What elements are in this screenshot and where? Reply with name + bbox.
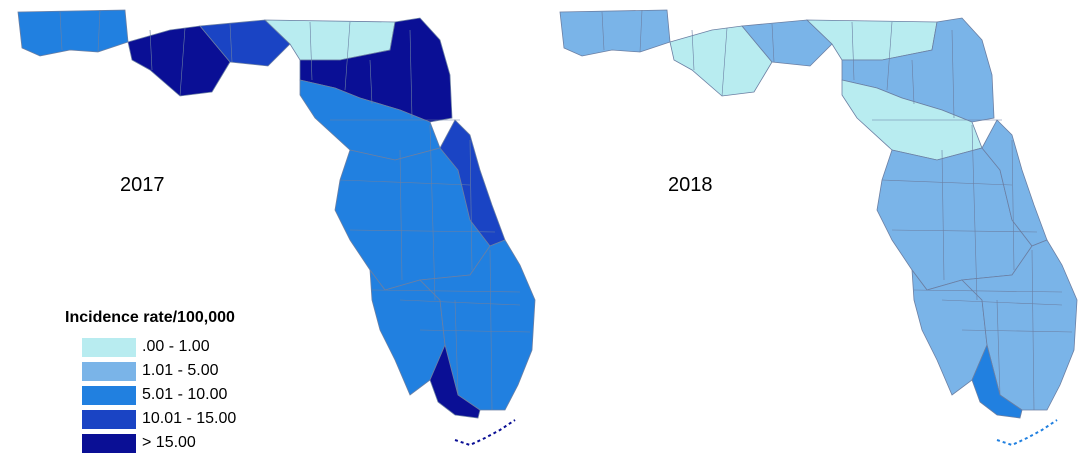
legend-item: .00 - 1.00 (82, 335, 236, 359)
county-line (371, 289, 521, 293)
legend-label: 1.01 - 5.00 (142, 362, 219, 379)
county-line (349, 229, 496, 233)
county-line (309, 21, 313, 81)
county-line (941, 149, 945, 281)
county-line (149, 29, 153, 71)
county-line (399, 299, 521, 306)
county-line (913, 289, 1063, 293)
region-mid-panhandle (127, 25, 231, 97)
county-line (429, 124, 436, 301)
county-line (971, 124, 978, 301)
county-line (886, 21, 893, 91)
county-line (399, 149, 403, 281)
county-line (691, 29, 695, 71)
florida-keys (454, 419, 516, 447)
county-line (229, 23, 233, 63)
region-south-tip (971, 343, 1023, 419)
legend-title: Incidence rate/100,000 (65, 309, 235, 326)
map-panel-2017: 2017 Incidence rate/100,000 .00 - 1.00 1.… (17, 9, 536, 455)
county-line (911, 59, 915, 105)
county-line (97, 9, 101, 53)
county-line (996, 299, 1001, 396)
legend-swatch (82, 433, 136, 453)
county-line (721, 27, 728, 97)
florida-map-2017 (17, 9, 536, 447)
florida-map-2018 (559, 9, 1078, 447)
region-east-panhandle (199, 19, 291, 67)
county-line (601, 11, 605, 51)
region-west-panhandle (559, 9, 671, 57)
region-south-tip (429, 343, 481, 419)
county-line (454, 299, 459, 396)
legend-item: 10.01 - 15.00 (82, 407, 236, 431)
region-mid-panhandle (669, 25, 773, 97)
county-line (469, 139, 473, 271)
region-central-east (981, 119, 1048, 247)
county-line (179, 27, 186, 97)
county-line (1031, 249, 1035, 411)
year-label-2017: 2017 (120, 174, 165, 196)
county-line (419, 329, 531, 333)
county-line (369, 59, 373, 105)
county-line (409, 29, 413, 119)
county-line (339, 179, 471, 186)
legend-label: 5.01 - 10.00 (142, 386, 228, 403)
county-boundaries (601, 9, 1073, 411)
year-label-2018: 2018 (668, 174, 713, 196)
legend: Incidence rate/100,000 .00 - 1.00 1.01 - … (65, 309, 236, 455)
legend-swatch (82, 337, 136, 357)
legend-label: 10.01 - 15.00 (142, 410, 237, 427)
legend-swatch (82, 361, 136, 381)
county-line (851, 21, 855, 81)
county-boundaries (59, 9, 531, 411)
county-line (59, 11, 63, 51)
county-line (891, 229, 1038, 233)
county-line (1011, 139, 1015, 271)
county-line (951, 29, 955, 119)
legend-swatch (82, 385, 136, 405)
county-line (881, 179, 1013, 186)
legend-label: > 15.00 (142, 434, 196, 451)
county-line (639, 9, 643, 53)
county-line (961, 329, 1073, 333)
region-east-panhandle (741, 19, 833, 67)
region-west-panhandle (17, 9, 129, 57)
county-line (489, 249, 493, 411)
legend-swatch (82, 409, 136, 429)
legend-item: > 15.00 (82, 431, 236, 455)
region-central-east (439, 119, 506, 247)
legend-item: 5.01 - 10.00 (82, 383, 236, 407)
county-line (771, 23, 775, 63)
legend-label: .00 - 1.00 (142, 338, 210, 355)
florida-keys (996, 419, 1058, 447)
map-panel-2018: 2018 (542, 0, 1084, 465)
county-line (344, 21, 351, 91)
legend-item: 1.01 - 5.00 (82, 359, 236, 383)
county-line (941, 299, 1063, 306)
